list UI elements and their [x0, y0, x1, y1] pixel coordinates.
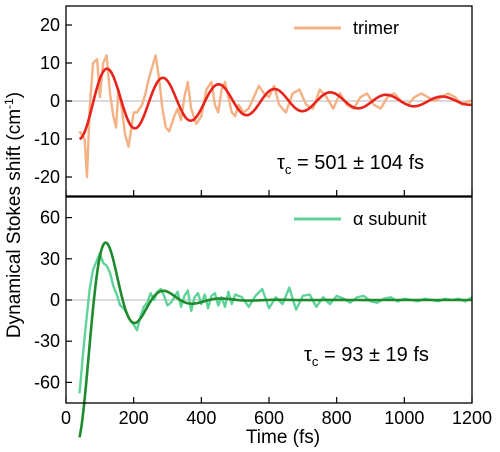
series-fit-top: [78, 67, 472, 141]
y-tick-label-top: 0: [50, 91, 60, 111]
y-tick-label-bottom: 30: [40, 249, 60, 269]
y-tick-label-top: -20: [34, 167, 60, 187]
series-fit-bottom: [78, 241, 472, 438]
y-axis-label-main: Dynamical Stokes shift (cm: [4, 109, 25, 338]
x-axis-label: Time (fs): [246, 427, 320, 448]
x-tick-label: 1200: [452, 408, 492, 428]
y-tick-label-top: 10: [40, 53, 60, 73]
series-raw-bottom: [78, 252, 473, 394]
y-tick-label-bottom: 60: [40, 208, 60, 228]
tau-annotation-top: τc = 501 ± 104 fs: [277, 152, 424, 177]
y-tick-label-bottom: 0: [50, 290, 60, 310]
y-tick-label-top: 20: [40, 15, 60, 35]
y-axis-label: Dynamical Stokes shift (cm-1): [2, 92, 25, 338]
y-axis-label-close: ): [4, 92, 25, 98]
y-tick-label-bottom: -30: [34, 331, 60, 351]
x-tick-label: 400: [186, 408, 216, 428]
y-tick-label-top: -10: [34, 129, 60, 149]
x-tick-label: 800: [322, 408, 352, 428]
y-tick-label-bottom: -60: [34, 372, 60, 392]
tau-annotation-bottom: τc = 93 ± 19 fs: [304, 344, 429, 369]
legend-label-top: trimer: [353, 18, 399, 38]
x-tick-label: 0: [61, 408, 71, 428]
panel-trimer: -20 -10 0 10 20 trimer τc = 501 ± 104 fs: [34, 5, 473, 197]
x-tick-label: 200: [119, 408, 149, 428]
y-axis-label-sup: -1: [2, 98, 16, 109]
x-tick-label: 1000: [384, 408, 424, 428]
x-tick-label: 600: [254, 408, 284, 428]
legend-label-bottom: α subunit: [353, 209, 426, 229]
